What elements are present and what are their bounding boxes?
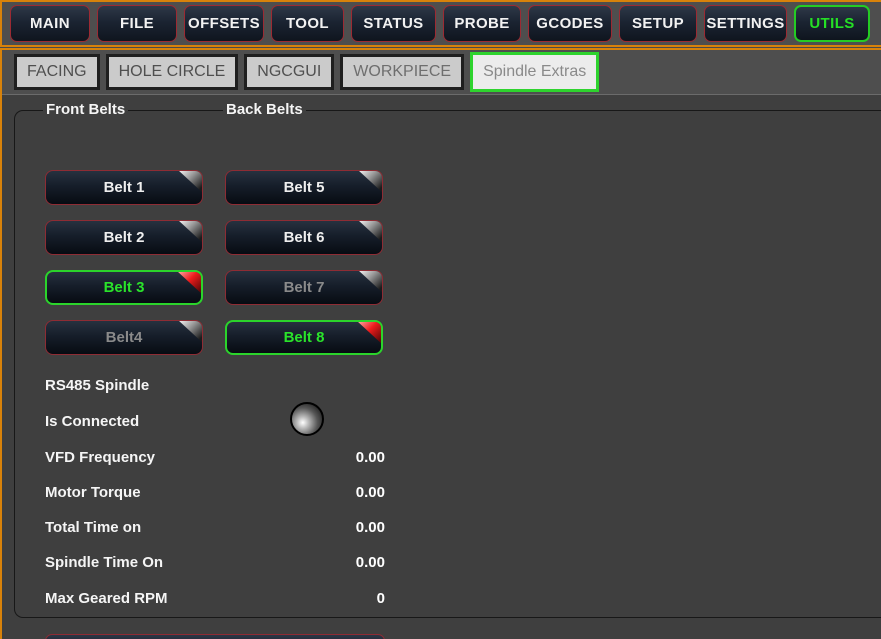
belt-3-label: Belt 3 <box>103 279 145 296</box>
spindle-time-on-value: 0.00 <box>355 553 385 571</box>
nav-tab-settings[interactable]: SETTINGS <box>704 5 787 42</box>
belt-5-corner-indicator-icon <box>358 171 382 193</box>
belt-7-label: Belt 7 <box>283 279 325 296</box>
belt-5-label: Belt 5 <box>283 179 325 196</box>
front-belts-title: Front Belts <box>43 101 129 119</box>
vfd-frequency-row: VFD Frequency 0.00 <box>45 448 385 466</box>
belt-6-corner-indicator-icon <box>358 221 382 243</box>
is-connected-row: Is Connected <box>45 412 385 430</box>
belt-4-button[interactable]: Belt4 <box>45 320 203 355</box>
subtab-workpiece[interactable]: WORKPIECE <box>340 54 465 90</box>
motor-torque-row: Motor Torque 0.00 <box>45 483 385 501</box>
motor-torque-label: Motor Torque <box>45 483 141 501</box>
belt-6-button[interactable]: Belt 6 <box>225 220 383 255</box>
connected-led-indicator <box>290 402 324 436</box>
belt-2-label: Belt 2 <box>103 229 145 246</box>
total-time-on-value: 0.00 <box>355 518 385 536</box>
spindle-time-on-row: Spindle Time On 0.00 <box>45 553 385 571</box>
nav-tab-tool[interactable]: TOOL <box>271 5 344 42</box>
rs485-section-title-label: RS485 Spindle <box>45 376 150 394</box>
rs485-section-title: RS485 Spindle <box>45 376 385 394</box>
nav-tab-utils[interactable]: UTILS <box>794 5 870 42</box>
vfd-frequency-label: VFD Frequency <box>45 448 156 466</box>
motor-torque-value: 0.00 <box>355 483 385 501</box>
belt-4-label: Belt4 <box>105 329 143 346</box>
nav-tab-gcodes[interactable]: GCODES <box>528 5 612 42</box>
spindle-extras-groupbox <box>14 110 881 618</box>
subtab-facing[interactable]: FACING <box>14 54 100 90</box>
total-time-on-row: Total Time on 0.00 <box>45 518 385 536</box>
belt-8-button[interactable]: Belt 8 <box>225 320 383 355</box>
spindle-time-on-label: Spindle Time On <box>45 553 164 571</box>
main-nav-bar: MAIN FILE OFFSETS TOOL STATUS PROBE GCOD… <box>0 0 881 47</box>
max-geared-rpm-value: 0 <box>376 589 385 607</box>
belt-8-label: Belt 8 <box>283 329 325 346</box>
belt-1-label: Belt 1 <box>103 179 145 196</box>
belt-7-button[interactable]: Belt 7 <box>225 270 383 305</box>
subtab-ngcgui[interactable]: NGCGUI <box>244 54 335 90</box>
subtab-spindle-extras[interactable]: Spindle Extras <box>470 52 600 92</box>
belt-7-corner-indicator-icon <box>358 271 382 293</box>
belt-3-button[interactable]: Belt 3 <box>45 270 203 305</box>
belt-2-button[interactable]: Belt 2 <box>45 220 203 255</box>
nav-tab-offsets[interactable]: OFFSETS <box>184 5 264 42</box>
vfd-frequency-value: 0.00 <box>355 448 385 466</box>
max-geared-rpm-row: Max Geared RPM 0 <box>45 589 385 607</box>
nav-tab-status[interactable]: STATUS <box>351 5 436 42</box>
belt-1-button[interactable]: Belt 1 <box>45 170 203 205</box>
belt-1-corner-indicator-icon <box>178 171 202 193</box>
subtab-hole-circle[interactable]: HOLE CIRCLE <box>105 54 239 90</box>
vfd-error-reset-button[interactable]: VFD Error Reset <box>45 634 385 639</box>
total-time-on-label: Total Time on <box>45 518 142 536</box>
belt-2-corner-indicator-icon <box>178 221 202 243</box>
back-belts-title: Back Belts <box>223 101 306 119</box>
spindle-extras-page: Front Belts Back Belts Belt 1 Belt 2 Bel… <box>2 96 881 639</box>
belt-5-button[interactable]: Belt 5 <box>225 170 383 205</box>
nav-tab-main[interactable]: MAIN <box>10 5 90 42</box>
belt-8-corner-indicator-icon <box>357 322 381 344</box>
utils-subtab-bar: FACING HOLE CIRCLE NGCGUI WORKPIECE Spin… <box>2 50 881 95</box>
is-connected-label: Is Connected <box>45 412 140 430</box>
max-geared-rpm-label: Max Geared RPM <box>45 589 168 607</box>
belt-4-corner-indicator-icon <box>178 321 202 343</box>
nav-tab-probe[interactable]: PROBE <box>443 5 521 42</box>
belt-3-corner-indicator-icon <box>177 272 201 294</box>
utils-panel: FACING HOLE CIRCLE NGCGUI WORKPIECE Spin… <box>0 48 881 639</box>
belt-6-label: Belt 6 <box>283 229 325 246</box>
nav-tab-file[interactable]: FILE <box>97 5 177 42</box>
nav-tab-setup[interactable]: SETUP <box>619 5 697 42</box>
